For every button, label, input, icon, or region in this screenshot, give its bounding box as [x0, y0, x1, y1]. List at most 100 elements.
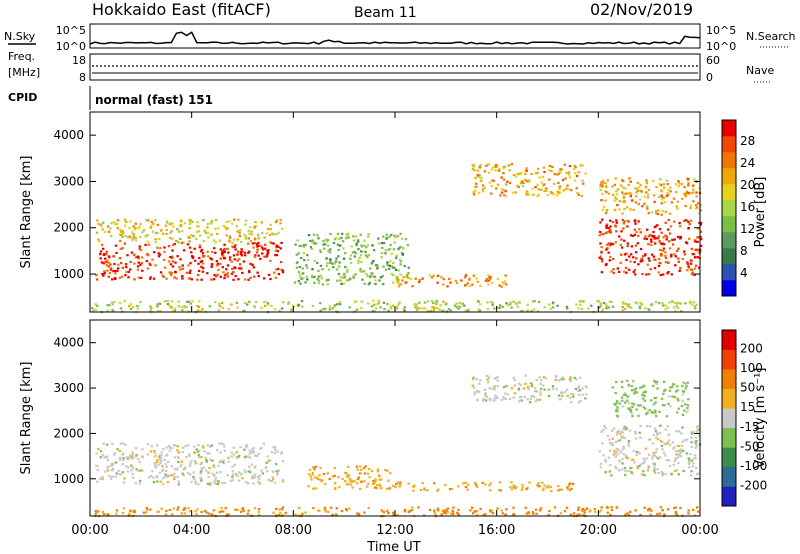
pixel-velocity [687, 457, 690, 460]
pixel-power [134, 236, 137, 240]
pixel-velocity [680, 432, 683, 435]
pixel-power [635, 195, 638, 198]
pixel-power [157, 255, 161, 258]
colorbar-segment [722, 248, 736, 265]
colorbar-tick: 12 [740, 222, 755, 236]
pixel-power [388, 267, 391, 270]
pixel-power [156, 305, 159, 308]
pixel-velocity [235, 451, 239, 454]
pixel-velocity [647, 453, 651, 456]
pixel-power [500, 188, 504, 191]
pixel-power [635, 231, 638, 234]
pixel-power [668, 232, 672, 235]
freq-unit-label: [MHz] [8, 66, 40, 79]
pixel-power [313, 281, 316, 284]
pixel-power [627, 305, 631, 308]
pixel-velocity [642, 470, 645, 473]
pixel-velocity [171, 447, 174, 450]
pixel-power [329, 232, 332, 236]
pixel-velocity [628, 407, 631, 410]
pixel-power [211, 250, 214, 254]
pixel-velocity [121, 471, 124, 474]
pixel-power [526, 192, 529, 195]
pixel-velocity [235, 456, 238, 459]
pixel-velocity [267, 479, 270, 482]
pixel-velocity [125, 465, 128, 468]
pixel-velocity [220, 442, 223, 445]
pixel-power [106, 225, 110, 228]
pixel-velocity [485, 395, 489, 398]
pixel-power [516, 305, 519, 308]
pixel-power [693, 305, 696, 308]
pixel-power [328, 305, 332, 308]
pixel-power [204, 231, 207, 235]
pixel-power [188, 246, 192, 249]
pixel-power [629, 180, 632, 183]
pixel-power [694, 264, 698, 267]
pixel-velocity [502, 386, 506, 389]
pixel-velocity [387, 479, 390, 482]
pixel-velocity [578, 376, 582, 379]
pixel-power [455, 306, 458, 309]
pixel-power [564, 177, 567, 180]
colorbar-segment [722, 232, 736, 249]
pixel-power [623, 187, 626, 190]
pixel-power [263, 247, 267, 250]
pixel-power [645, 237, 648, 241]
pixel-velocity [378, 483, 381, 486]
pixel-power [390, 252, 393, 255]
pixel-velocity [219, 471, 222, 474]
pixel-velocity [644, 407, 647, 410]
pixel-power [231, 267, 234, 271]
pixel-velocity [653, 397, 656, 400]
pixel-power [447, 307, 451, 311]
pixel-power [340, 282, 343, 285]
colorbar-tick: -50 [740, 439, 760, 453]
pixel-power [129, 220, 132, 223]
pixel-power [548, 178, 551, 181]
pixel-power [190, 278, 193, 281]
pixel-power [486, 301, 489, 304]
pixel-power [199, 260, 203, 264]
pixel-velocity [681, 413, 685, 416]
pixel-power [615, 219, 618, 222]
pixel-velocity [170, 465, 174, 468]
pixel-velocity [168, 449, 171, 452]
pixel-velocity [314, 487, 317, 490]
pixel-velocity [464, 481, 467, 484]
pixel-power [599, 242, 602, 245]
pixel-velocity [559, 512, 563, 515]
pixel-velocity [307, 485, 310, 488]
pixel-power [201, 251, 205, 255]
pixel-power [664, 304, 667, 307]
pixel-velocity [557, 489, 560, 492]
pixel-velocity [527, 511, 530, 514]
pixel-velocity [672, 447, 675, 450]
pixel-power [266, 250, 269, 253]
pixel-velocity [184, 444, 187, 448]
pixel-power [661, 243, 664, 246]
pixel-power [401, 253, 405, 256]
pixel-velocity [337, 476, 340, 479]
pixel-power [689, 206, 692, 210]
pixel-power [575, 303, 578, 306]
pixel-velocity [557, 394, 561, 397]
pixel-power [689, 262, 693, 265]
pixel-power [399, 246, 402, 249]
pixel-power [684, 241, 688, 244]
pixel-velocity [231, 473, 235, 476]
pixel-velocity [653, 454, 657, 457]
pixel-power [149, 277, 152, 280]
pixel-velocity [284, 511, 287, 515]
pixel-power [147, 243, 151, 246]
pixel-power [201, 270, 205, 273]
pixel-power [660, 189, 663, 192]
pixel-velocity [695, 426, 699, 429]
pixel-velocity [687, 461, 691, 464]
pixel-velocity [165, 446, 168, 449]
pixel-velocity [147, 476, 151, 479]
pixel-velocity [398, 483, 402, 486]
pixel-velocity [482, 399, 485, 402]
pixel-velocity [270, 451, 273, 454]
pixel-velocity [247, 455, 250, 458]
